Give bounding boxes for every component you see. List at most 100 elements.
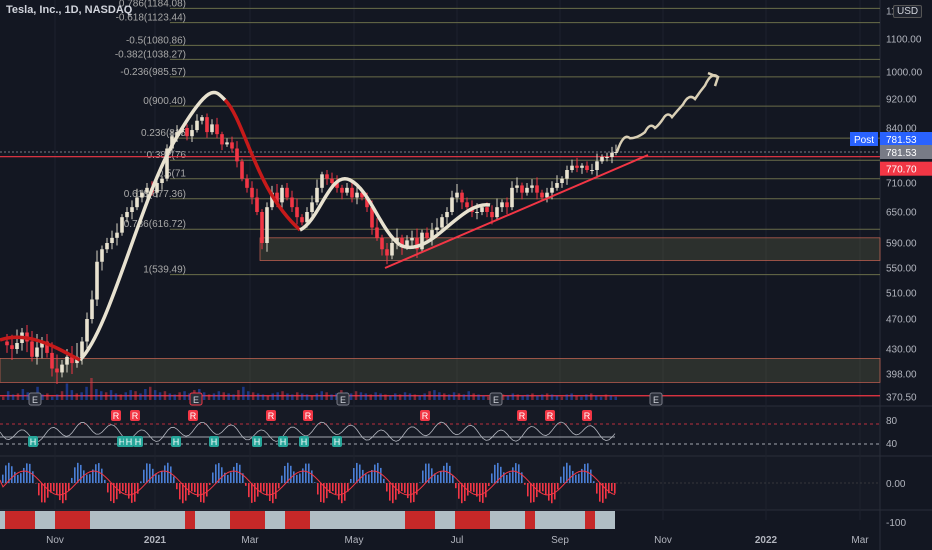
momentum-bar	[335, 483, 337, 495]
volume-bar	[266, 395, 270, 400]
regime-cell	[595, 511, 600, 529]
momentum-bar	[425, 463, 427, 483]
price-tag-label: 781.53	[886, 148, 917, 159]
momentum-bar	[5, 465, 7, 483]
candle-body	[365, 197, 369, 208]
volume-bar	[6, 391, 10, 400]
candle-body	[165, 148, 169, 179]
momentum-bar	[32, 471, 34, 483]
volume-bar	[320, 391, 323, 400]
candle-body	[415, 237, 419, 250]
volume-bar	[90, 378, 93, 400]
candle-body	[420, 232, 424, 250]
projection-path	[615, 74, 719, 153]
candle-body	[405, 240, 409, 247]
candle-body	[200, 117, 204, 121]
earnings-marker	[28, 392, 42, 406]
regime-cell	[610, 511, 615, 529]
regime-cell	[300, 511, 305, 529]
volume-bar	[457, 393, 461, 400]
regime-cell	[380, 511, 385, 529]
momentum-bar	[158, 474, 160, 483]
volume-bar	[447, 394, 451, 400]
volume-bar	[452, 392, 456, 400]
regime-cell	[395, 511, 400, 529]
momentum-bar	[401, 483, 403, 492]
momentum-bar	[41, 483, 43, 503]
candle-body	[115, 232, 119, 238]
regime-cell	[225, 511, 230, 529]
volume-bar	[178, 392, 181, 400]
momentum-bar	[134, 483, 136, 502]
regime-cell	[290, 511, 295, 529]
currency-badge[interactable]: USD	[893, 5, 923, 18]
volume-bar	[599, 396, 603, 400]
volume-bar	[109, 390, 113, 400]
volume-bar	[482, 395, 485, 400]
regime-cell	[55, 511, 60, 529]
momentum-bar	[185, 483, 187, 501]
momentum-signal-line	[0, 470, 616, 496]
momentum-bar	[572, 470, 574, 483]
rsi-marker-h	[299, 436, 309, 447]
volume-bar	[2, 396, 5, 400]
volume-bar	[335, 393, 338, 400]
regime-cell	[445, 511, 450, 529]
volume-bar	[364, 393, 368, 400]
momentum-bar	[497, 462, 499, 483]
volume-bar	[408, 393, 412, 400]
regime-cell	[535, 511, 540, 529]
regime-cell	[10, 511, 15, 529]
earnings-marker-label: E	[493, 395, 499, 405]
candle-body	[335, 183, 339, 188]
momentum-bar	[320, 483, 322, 503]
momentum-bar	[512, 467, 514, 483]
momentum-bar	[266, 483, 268, 496]
momentum-bar	[215, 464, 217, 483]
momentum-bar	[578, 473, 580, 483]
volume-bar	[256, 393, 260, 400]
regime-cell	[175, 511, 180, 529]
volume-bar	[467, 391, 470, 400]
y-tick-label: 1000.00	[886, 68, 923, 79]
momentum-bar	[104, 479, 106, 483]
momentum-bar	[260, 483, 262, 492]
momentum-bar	[272, 483, 274, 504]
price-tag	[880, 161, 932, 176]
candle-body	[355, 192, 359, 198]
y-tick-label: 920.00	[886, 95, 917, 106]
regime-cell	[385, 511, 390, 529]
volume-bar	[604, 394, 608, 400]
candle-body	[5, 341, 9, 346]
regime-cell	[270, 511, 275, 529]
volume-bars	[2, 378, 617, 400]
momentum-bar	[614, 483, 616, 494]
momentum-bar	[308, 463, 310, 483]
earnings-marker	[336, 392, 350, 406]
regime-cell	[235, 511, 240, 529]
momentum-bar	[83, 470, 85, 483]
regime-cell	[45, 511, 50, 529]
volume-bar	[296, 392, 299, 400]
regime-cell	[200, 511, 205, 529]
regime-cell	[70, 511, 75, 529]
momentum-bar	[182, 483, 184, 504]
momentum-bar	[461, 483, 463, 504]
candle-body	[35, 347, 39, 357]
regime-cell	[480, 511, 485, 529]
volume-bar	[443, 393, 446, 400]
fib-level-label: -0.618(1123.44)	[116, 13, 186, 24]
earnings-marker-label: E	[340, 395, 346, 405]
momentum-bar	[344, 483, 346, 501]
volume-bar	[75, 393, 78, 400]
momentum-histogram	[0, 462, 880, 504]
momentum-bar	[221, 467, 223, 483]
momentum-bar	[74, 467, 76, 483]
momentum-bar	[440, 471, 442, 483]
candle-body	[510, 187, 514, 208]
momentum-bar	[305, 463, 307, 483]
momentum-bar	[170, 466, 172, 483]
regime-cell	[405, 511, 410, 529]
symbol-title: Tesla, Inc., 1D, NASDAQ	[6, 4, 133, 16]
